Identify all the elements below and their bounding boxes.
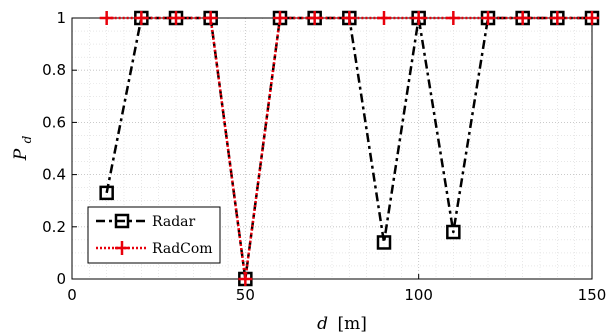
y-tick-label: 1 bbox=[56, 9, 66, 27]
data-point-radar bbox=[99, 185, 114, 201]
y-tick-label: 0.6 bbox=[42, 113, 66, 131]
data-point-radcom bbox=[238, 272, 253, 286]
x-tick-label: 0 bbox=[67, 286, 77, 304]
series bbox=[99, 10, 600, 287]
legend-radar-marker bbox=[114, 213, 130, 229]
data-point-radcom bbox=[134, 11, 149, 25]
x-axis-label: d [m] bbox=[317, 314, 367, 332]
legend-box bbox=[87, 206, 221, 264]
data-point-radcom bbox=[307, 11, 322, 25]
x-tick-label: 50 bbox=[236, 286, 255, 304]
data-point-radcom bbox=[273, 11, 287, 25]
data-point-radcom bbox=[515, 11, 530, 25]
data-point-radcom bbox=[169, 11, 183, 25]
data-point-radcom bbox=[446, 11, 461, 25]
y-axis-label: P d bbox=[11, 135, 34, 161]
y-tick-label: 0 bbox=[56, 270, 66, 288]
legend-radcom-label: RadCom bbox=[152, 241, 213, 257]
data-point-radcom bbox=[585, 11, 599, 25]
series-line-radcom bbox=[106, 16, 592, 281]
y-tick-label: 0.4 bbox=[42, 166, 66, 184]
data-point-radcom bbox=[550, 11, 565, 25]
data-point-radcom bbox=[99, 11, 114, 25]
y-tick-label: 0.2 bbox=[42, 218, 66, 236]
data-point-radcom bbox=[411, 11, 426, 25]
data-point-radcom bbox=[342, 11, 357, 25]
data-point-radar bbox=[446, 224, 461, 240]
series-radcom bbox=[99, 11, 599, 286]
legend: Radar RadCom bbox=[87, 206, 221, 264]
axis-ticks: 0 50 100 150 0 0.2 0.4 0.6 0.8 1 bbox=[42, 9, 606, 304]
legend-radcom-marker bbox=[115, 241, 129, 255]
data-point-radar bbox=[376, 235, 392, 250]
legend-item-radcom: RadCom bbox=[96, 241, 213, 257]
x-tick-label: 100 bbox=[404, 286, 433, 304]
data-point-radcom bbox=[377, 11, 391, 25]
legend-item-radar: Radar bbox=[96, 213, 196, 230]
data-point-radcom bbox=[481, 11, 495, 25]
legend-radar-label: Radar bbox=[152, 214, 196, 230]
data-point-radcom bbox=[203, 11, 218, 25]
y-tick-label: 0.8 bbox=[42, 61, 66, 79]
x-tick-label: 150 bbox=[578, 286, 607, 304]
